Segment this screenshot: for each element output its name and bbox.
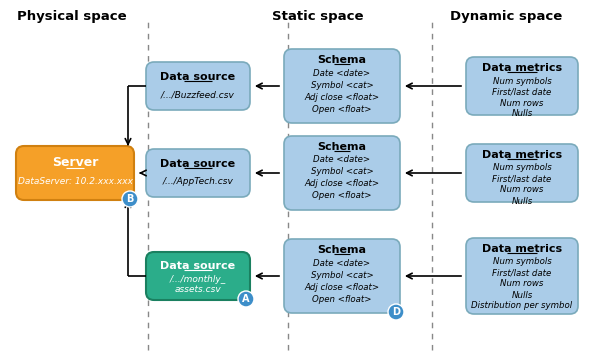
Text: Adj close <float>: Adj close <float>: [304, 282, 380, 291]
Text: assets.csv: assets.csv: [175, 285, 221, 295]
Text: Num rows: Num rows: [500, 185, 544, 194]
FancyBboxPatch shape: [284, 49, 400, 123]
Text: Num rows: Num rows: [500, 280, 544, 289]
Text: Schema: Schema: [317, 142, 367, 152]
FancyBboxPatch shape: [16, 146, 134, 200]
Text: Symbol <cat>: Symbol <cat>: [311, 81, 373, 90]
Text: DataServer: 10.2.xxx.xxx: DataServer: 10.2.xxx.xxx: [17, 176, 133, 185]
Text: B: B: [127, 194, 134, 204]
Text: Open <float>: Open <float>: [312, 105, 372, 113]
Text: Num symbols: Num symbols: [493, 257, 551, 266]
Circle shape: [122, 191, 138, 207]
FancyBboxPatch shape: [466, 57, 578, 115]
FancyBboxPatch shape: [284, 239, 400, 313]
Text: First/last date: First/last date: [493, 268, 551, 277]
Text: Schema: Schema: [317, 245, 367, 255]
FancyBboxPatch shape: [146, 149, 250, 197]
Text: Physical space: Physical space: [17, 10, 127, 23]
Text: Server: Server: [52, 156, 98, 169]
Text: Open <float>: Open <float>: [312, 192, 372, 200]
FancyBboxPatch shape: [466, 144, 578, 202]
Text: Nulls: Nulls: [511, 110, 533, 118]
Text: Data metrics: Data metrics: [482, 63, 562, 73]
Text: Static space: Static space: [272, 10, 364, 23]
Text: First/last date: First/last date: [493, 87, 551, 97]
Text: Data source: Data source: [160, 72, 236, 82]
Text: Schema: Schema: [317, 55, 367, 65]
Text: Date <date>: Date <date>: [313, 68, 371, 77]
Text: Num rows: Num rows: [500, 98, 544, 107]
Text: D: D: [392, 307, 400, 317]
Text: Nulls: Nulls: [511, 290, 533, 300]
FancyBboxPatch shape: [466, 238, 578, 314]
Text: Symbol <cat>: Symbol <cat>: [311, 168, 373, 176]
FancyBboxPatch shape: [284, 136, 400, 210]
Circle shape: [388, 304, 404, 320]
Text: Adj close <float>: Adj close <float>: [304, 92, 380, 102]
Text: First/last date: First/last date: [493, 174, 551, 184]
Text: Dynamic space: Dynamic space: [450, 10, 562, 23]
Text: A: A: [242, 294, 250, 304]
FancyBboxPatch shape: [146, 252, 250, 300]
Circle shape: [238, 291, 254, 307]
Text: Data metrics: Data metrics: [482, 150, 562, 160]
FancyBboxPatch shape: [146, 62, 250, 110]
Text: Nulls: Nulls: [511, 197, 533, 205]
Text: Num symbols: Num symbols: [493, 77, 551, 86]
Text: Date <date>: Date <date>: [313, 155, 371, 164]
Text: /.../monthly_: /.../monthly_: [170, 276, 226, 285]
Text: Distribution per symbol: Distribution per symbol: [472, 301, 572, 310]
Text: Data source: Data source: [160, 261, 236, 271]
Text: Adj close <float>: Adj close <float>: [304, 179, 380, 189]
Text: Data source: Data source: [160, 159, 236, 169]
Text: Open <float>: Open <float>: [312, 295, 372, 304]
Text: /.../AppTech.csv: /.../AppTech.csv: [163, 178, 233, 187]
Text: Num symbols: Num symbols: [493, 164, 551, 173]
Text: Date <date>: Date <date>: [313, 258, 371, 267]
Text: Data metrics: Data metrics: [482, 244, 562, 254]
Text: Symbol <cat>: Symbol <cat>: [311, 271, 373, 280]
Text: /.../Buzzfeed.csv: /.../Buzzfeed.csv: [161, 91, 235, 100]
